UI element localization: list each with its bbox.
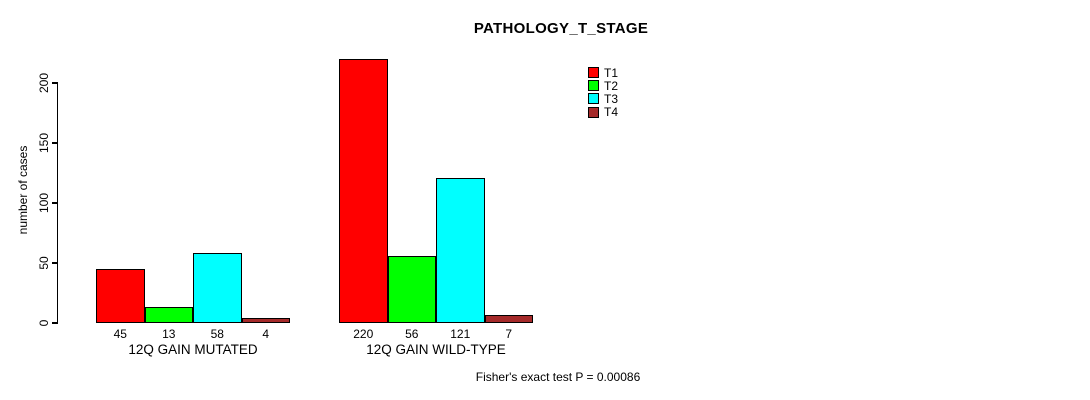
legend-swatch-t2 <box>588 80 599 92</box>
bar-t1-group1 <box>96 269 145 323</box>
y-tick-mark <box>51 322 58 324</box>
legend-label: T4 <box>604 105 619 120</box>
bar-count-label: 58 <box>210 327 224 341</box>
x-category-label: 12Q GAIN WILD-TYPE <box>366 342 506 357</box>
x-category-label: 12Q GAIN MUTATED <box>128 342 258 357</box>
bar-t4-group2 <box>484 314 533 323</box>
y-axis-label: number of cases <box>16 145 30 235</box>
chart-title: PATHOLOGY_T_STAGE <box>473 20 649 37</box>
legend-swatch-t4 <box>588 106 599 118</box>
y-tick-mark <box>51 142 58 144</box>
y-tick-label: 50 <box>37 256 51 270</box>
legend-item-t4: T4 <box>588 106 618 119</box>
legend-swatch-t3 <box>588 93 599 105</box>
fisher-test-annotation: Fisher's exact test P = 0.00086 <box>475 370 641 384</box>
legend-item-t3: T3 <box>588 92 618 105</box>
bar-count-label: 4 <box>262 327 270 341</box>
y-tick-label: 150 <box>37 132 51 154</box>
bar-t1-group2 <box>339 59 388 323</box>
legend-label: T3 <box>604 91 619 106</box>
bar-count-label: 56 <box>405 327 419 341</box>
bar-count-label: 45 <box>113 327 127 341</box>
bar-count-label: 13 <box>162 327 176 341</box>
y-tick-label: 100 <box>37 192 51 214</box>
y-tick-mark <box>51 202 58 204</box>
bar-t4-group1 <box>241 318 290 323</box>
bar-t2-group1 <box>144 307 193 323</box>
bar-t2-group2 <box>387 255 436 323</box>
bar-count-label: 7 <box>505 327 513 341</box>
legend-item-t1: T1 <box>588 66 618 79</box>
legend-item-t2: T2 <box>588 79 618 92</box>
bar-count-label: 220 <box>353 327 374 341</box>
bar-t3-group2 <box>436 177 485 323</box>
legend-swatch-t1 <box>588 67 599 79</box>
y-tick-label: 200 <box>37 72 51 94</box>
legend-label: T1 <box>604 65 619 80</box>
bar-t3-group1 <box>193 253 242 323</box>
legend-label: T2 <box>604 78 619 93</box>
legend: T1 T2 T3 T4 <box>588 66 618 119</box>
bar-count-label: 121 <box>450 327 471 341</box>
y-tick-label: 0 <box>37 319 51 327</box>
y-tick-mark <box>51 262 58 264</box>
y-tick-mark <box>51 82 58 84</box>
